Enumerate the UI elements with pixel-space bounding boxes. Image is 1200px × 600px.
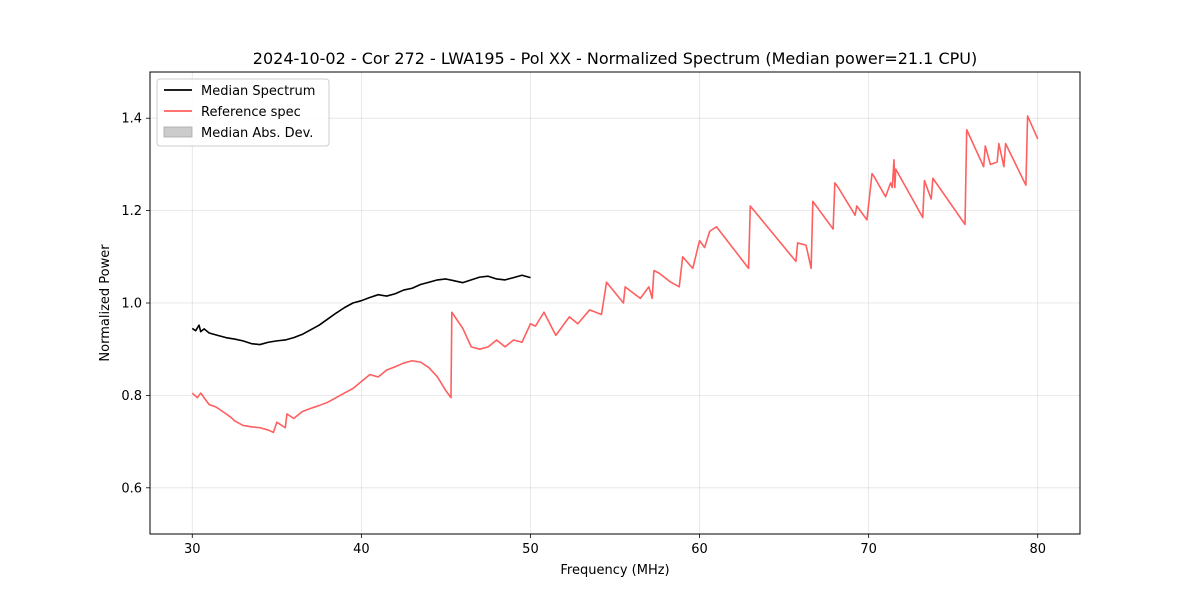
x-tick-label: 40 — [353, 542, 370, 557]
x-axis-label: Frequency (MHz) — [560, 563, 669, 578]
grid — [150, 72, 1080, 534]
legend-swatch-median-abs-dev — [163, 126, 193, 138]
legend-box — [156, 78, 330, 147]
series-line-median-spectrum — [191, 274, 531, 346]
series-layer — [191, 115, 1039, 434]
y-tick-label: 0.6 — [121, 481, 142, 496]
y-tick-label: 1.0 — [121, 297, 142, 312]
plot-area — [150, 72, 1080, 534]
y-axis-label: Normalized Power — [98, 244, 113, 362]
x-tick-label: 50 — [522, 542, 539, 557]
legend-label-reference-spec: Reference spec — [201, 105, 301, 120]
legend-label-median-spectrum: Median Spectrum — [201, 84, 315, 99]
legend-label-median-abs-dev: Median Abs. Dev. — [201, 126, 313, 141]
ticks: 30 40 50 60 70 80 0.6 0.8 1.0 1.2 1.4 — [121, 112, 1046, 557]
x-tick-label: 60 — [691, 542, 708, 557]
y-tick-label: 0.8 — [121, 389, 142, 404]
series-line-reference-spec — [191, 115, 1039, 434]
chart-title: 2024-10-02 - Cor 272 - LWA195 - Pol XX -… — [253, 49, 977, 68]
y-tick-label: 1.2 — [121, 204, 142, 219]
x-tick-label: 70 — [860, 542, 877, 557]
x-tick-label: 80 — [1029, 542, 1046, 557]
x-tick-label: 30 — [184, 542, 201, 557]
legend: Median Spectrum Reference spec Median Ab… — [156, 78, 330, 147]
y-tick-label: 1.4 — [121, 112, 142, 127]
